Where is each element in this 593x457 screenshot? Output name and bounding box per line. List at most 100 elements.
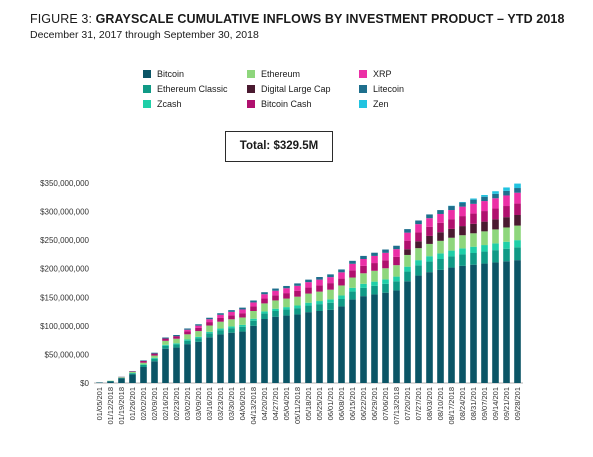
bar-segment-zen <box>470 198 477 200</box>
bar-segment-bitcoin-cash <box>360 265 367 274</box>
bar-segment-xrp <box>239 309 246 314</box>
legend-label: Ethereum <box>261 69 301 79</box>
bar-segment-ethereum <box>338 285 345 296</box>
bar-segment-zcash <box>294 305 301 309</box>
bar-segment-litecoin <box>470 199 477 204</box>
bar-segment-xrp <box>338 272 345 279</box>
bar-segment-bitcoin-cash <box>492 208 499 220</box>
bar-segment-ethereum-classic <box>294 308 301 315</box>
bar-segment-zcash <box>371 281 378 286</box>
bar-segment-bitcoin-cash <box>327 283 334 290</box>
bar-segment-ethereum <box>272 300 279 309</box>
bar-segment-ethereum <box>250 311 257 319</box>
bar-segment-litecoin <box>415 220 422 225</box>
bar-segment-digital-large-cap <box>492 219 499 230</box>
bar-segment-xrp <box>426 218 433 227</box>
bar-segment-zcash <box>360 283 367 288</box>
bar-segment-xrp <box>272 290 279 296</box>
bar-segment-bitcoin-cash <box>316 285 323 292</box>
bar-segment-zen <box>503 187 510 191</box>
bar-segment-ethereum-classic <box>316 304 323 311</box>
bar-segment-xrp <box>470 203 477 214</box>
bar-segment-litecoin <box>272 288 279 291</box>
bar-segment-bitcoin <box>195 341 202 383</box>
legend-label: Digital Large Cap <box>261 84 331 94</box>
bar-segment-bitcoin <box>206 337 213 383</box>
legend-swatch <box>359 85 367 93</box>
x-tick-label: 04/20/201 <box>260 387 269 420</box>
bar-segment-zcash <box>459 248 466 255</box>
bar-segment-bitcoin <box>426 272 433 383</box>
bar-segment-ethereum-classic <box>250 320 257 326</box>
bar-segment-bitcoin <box>393 290 400 383</box>
figure-label: FIGURE 3: <box>30 12 93 26</box>
bar-segment-bitcoin-cash <box>437 222 444 233</box>
bar-segment-xrp <box>206 319 213 323</box>
bar-segment-bitcoin <box>184 344 191 383</box>
bar-segment-xrp <box>448 210 455 220</box>
bar-segment-ethereum <box>459 235 466 249</box>
bar-segment-ethereum-classic <box>151 358 158 362</box>
bar-segment-litecoin <box>217 313 224 315</box>
bar-segment-zcash <box>228 326 235 329</box>
bar-segment-xrp <box>327 277 334 284</box>
x-tick-label: 08/24/201 <box>458 387 467 420</box>
x-tick-label: 06/15/201 <box>348 387 357 420</box>
bar-segment-bitcoin-cash <box>459 216 466 227</box>
bar-segment-bitcoin <box>316 311 323 383</box>
bar-segment-litecoin <box>448 206 455 211</box>
bar-segment-bitcoin-cash <box>382 260 389 269</box>
bar-segment-bitcoin <box>360 296 367 383</box>
bar-segment-ethereum <box>470 233 477 247</box>
bar-segment-xrp <box>415 224 422 233</box>
bar-segment-ethereum-classic <box>206 333 213 338</box>
legend-swatch <box>247 100 255 108</box>
bar-segment-ethereum-classic <box>338 299 345 307</box>
bar-segment-bitcoin <box>481 263 488 383</box>
legend-swatch <box>247 85 255 93</box>
bar-segment-bitcoin-cash <box>415 232 422 242</box>
bar-segment-ethereum-classic <box>228 328 235 333</box>
bar-segment-zcash <box>393 276 400 282</box>
bar-segment-bitcoin <box>503 261 510 383</box>
bar-segment-ethereum-classic <box>393 281 400 291</box>
bar-segment-ethereum <box>327 289 334 300</box>
bar-segment-bitcoin <box>239 331 246 383</box>
bar-segment-ethereum <box>349 277 356 288</box>
bar-segment-litecoin <box>239 307 246 310</box>
bar-segment-xrp <box>503 195 510 207</box>
bar-segment-ethereum-classic <box>305 305 312 313</box>
bar-segment-zcash <box>448 250 455 257</box>
bar-segment-bitcoin-cash <box>129 371 136 372</box>
bar-segment-ethereum <box>448 237 455 251</box>
bar-segment-ethereum <box>371 270 378 282</box>
y-tick-label: $0 <box>80 379 89 388</box>
x-tick-label: 07/06/201 <box>381 387 390 420</box>
x-tick-label: 05/18/201 <box>304 387 313 420</box>
bar-segment-xrp <box>228 311 235 316</box>
bar-segment-bitcoin <box>349 299 356 383</box>
bar-segment-ethereum-classic <box>470 253 477 265</box>
bar-segment-ethereum-classic <box>382 283 389 293</box>
bar-segment-bitcoin-cash <box>514 203 521 215</box>
x-tick-label: 06/22/201 <box>359 387 368 420</box>
y-tick-label: $100,000,000 <box>40 322 89 331</box>
bar-segment-litecoin <box>294 283 301 286</box>
bar-segment-ethereum <box>305 293 312 303</box>
bar-segment-bitcoin <box>437 269 444 383</box>
bar-segment-litecoin <box>481 196 488 202</box>
x-tick-label: 07/20/201 <box>403 387 412 420</box>
bar-segment-digital-large-cap <box>459 226 466 236</box>
bar-segment-ethereum <box>173 338 180 344</box>
bar-segment-zcash <box>305 302 312 306</box>
bar-segment-bitcoin <box>283 315 290 383</box>
bar-segment-digital-large-cap <box>514 215 521 226</box>
bar-segment-ethereum <box>503 227 510 242</box>
bar-segment-bitcoin <box>470 264 477 383</box>
bar-segment-xrp <box>360 259 367 266</box>
bar-segment-litecoin <box>305 279 312 283</box>
bar-segment-bitcoin <box>217 334 224 383</box>
bar-segment-bitcoin-cash <box>250 306 257 311</box>
bar-segment-ethereum-classic <box>327 302 334 310</box>
